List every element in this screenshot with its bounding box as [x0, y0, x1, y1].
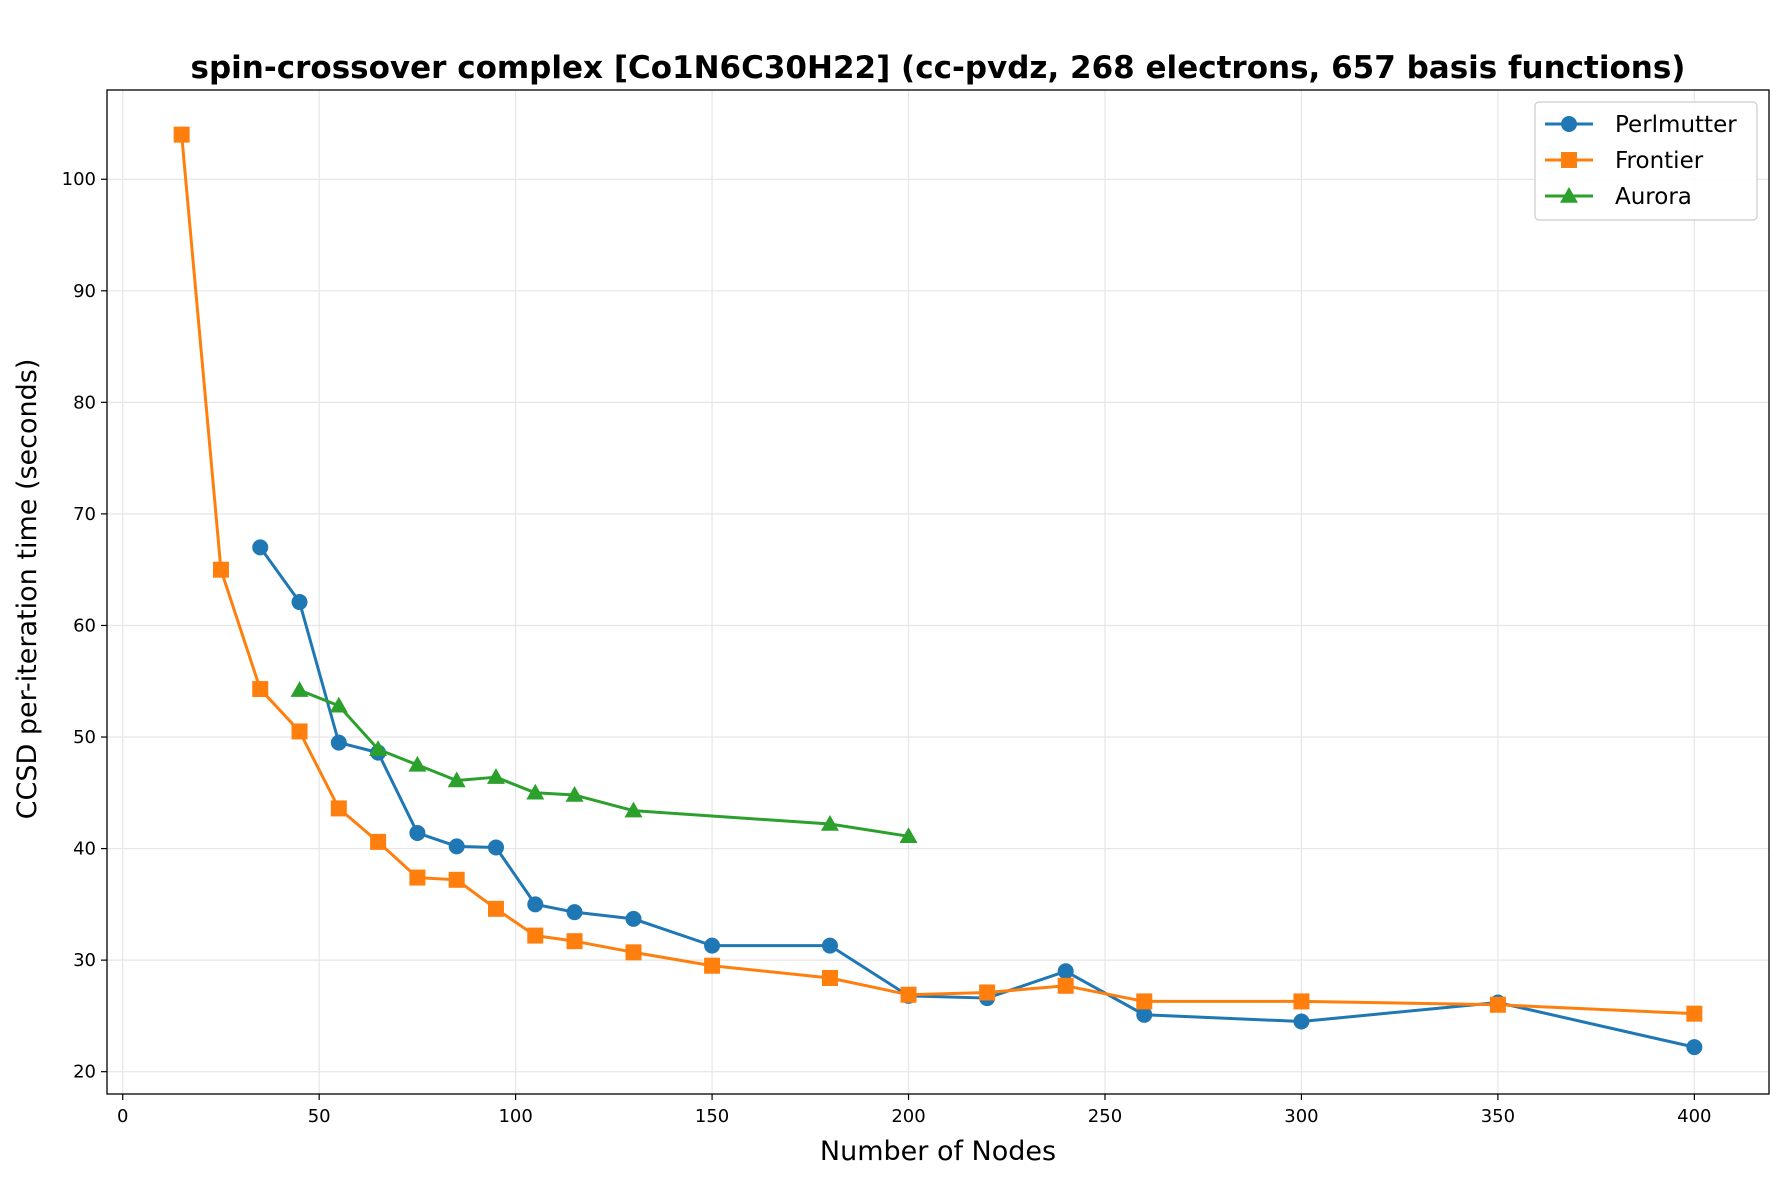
x-tick-label: 0	[117, 1106, 128, 1127]
data-point-frontier	[900, 986, 917, 1003]
legend-label-frontier: Frontier	[1615, 148, 1704, 174]
data-point-frontier	[1489, 996, 1506, 1013]
x-tick-label: 50	[308, 1106, 331, 1127]
y-tick-label: 70	[73, 504, 96, 525]
x-tick-label: 350	[1481, 1106, 1515, 1127]
data-point-frontier	[527, 927, 544, 944]
data-point-frontier	[173, 126, 190, 143]
y-tick-label: 90	[73, 281, 96, 302]
data-point-perlmutter	[1293, 1013, 1310, 1030]
data-point-aurora	[526, 783, 545, 800]
data-point-frontier	[212, 561, 229, 578]
data-point-perlmutter	[625, 910, 642, 927]
chart-title: spin-crossover complex [Co1N6C30H22] (cc…	[191, 50, 1686, 86]
data-point-aurora	[290, 681, 309, 697]
data-point-perlmutter	[566, 904, 583, 921]
legend: Perlmutter Frontier Aurora	[1534, 101, 1758, 221]
y-tick-label: 40	[73, 839, 96, 860]
data-point-frontier	[821, 969, 838, 986]
y-axis-label: CCSD per-iteration time (seconds)	[12, 359, 43, 820]
y-tick-label: 60	[73, 615, 96, 636]
data-point-perlmutter	[704, 937, 721, 954]
data-point-aurora	[408, 755, 427, 772]
data-point-aurora	[369, 740, 388, 757]
data-point-frontier	[330, 800, 347, 817]
data-point-frontier	[487, 900, 504, 917]
data-point-perlmutter	[448, 838, 465, 855]
data-point-frontier	[448, 871, 465, 888]
legend-item-frontier: Frontier	[1545, 148, 1704, 174]
data-point-aurora	[329, 696, 348, 713]
y-tick-label: 100	[62, 169, 96, 190]
x-axis-ticks: 0 50 100 150 200 250 300 350 400	[117, 1094, 1712, 1127]
plot-frame	[106, 89, 1770, 1095]
data-point-frontier	[1136, 993, 1153, 1010]
y-axis-ticks: 20 30 40 50 60 70 80 90 100	[62, 169, 107, 1083]
data-point-perlmutter	[291, 594, 308, 611]
y-tick-label: 80	[73, 392, 96, 413]
data-point-aurora	[820, 815, 839, 831]
legend-item-aurora: Aurora	[1545, 184, 1692, 210]
data-point-perlmutter	[1686, 1039, 1703, 1056]
data-point-perlmutter	[330, 734, 347, 751]
data-point-frontier	[252, 681, 269, 698]
data-point-perlmutter	[1057, 963, 1074, 980]
data-point-frontier	[704, 957, 721, 974]
legend-marker-aurora	[1560, 187, 1578, 203]
data-point-frontier	[409, 869, 426, 886]
data-point-aurora	[899, 827, 918, 844]
legend-marker-perlmutter	[1561, 116, 1577, 132]
x-tick-label: 250	[1088, 1106, 1122, 1127]
series-layer	[173, 126, 1703, 1056]
data-point-perlmutter	[527, 896, 544, 913]
data-point-frontier	[1293, 993, 1310, 1010]
data-point-perlmutter	[821, 937, 838, 954]
data-point-frontier	[566, 933, 583, 950]
series-frontier	[173, 126, 1703, 1022]
data-point-frontier	[370, 833, 387, 850]
data-point-frontier	[979, 984, 996, 1001]
x-tick-label: 200	[891, 1106, 925, 1127]
data-point-perlmutter	[487, 839, 504, 856]
data-point-perlmutter	[409, 824, 426, 841]
y-tick-label: 50	[73, 727, 96, 748]
legend-box	[1534, 101, 1758, 221]
data-point-frontier	[625, 944, 642, 961]
x-tick-label: 400	[1677, 1106, 1711, 1127]
x-axis-label: Number of Nodes	[820, 1136, 1056, 1167]
data-point-perlmutter	[1136, 1006, 1153, 1023]
data-point-aurora	[624, 801, 643, 818]
legend-label-aurora: Aurora	[1615, 184, 1692, 210]
y-tick-label: 20	[73, 1062, 96, 1083]
x-tick-label: 300	[1284, 1106, 1318, 1127]
x-tick-label: 100	[498, 1106, 532, 1127]
data-point-frontier	[291, 723, 308, 740]
legend-item-perlmutter: Perlmutter	[1545, 112, 1737, 138]
data-point-frontier	[1686, 1005, 1703, 1022]
x-tick-label: 150	[695, 1106, 729, 1127]
data-point-aurora	[565, 786, 584, 802]
legend-marker-frontier	[1561, 152, 1577, 168]
series-aurora	[290, 681, 918, 844]
data-point-frontier	[1057, 977, 1074, 994]
y-tick-label: 30	[73, 950, 96, 971]
legend-label-perlmutter: Perlmutter	[1615, 112, 1737, 138]
data-point-aurora	[486, 768, 505, 784]
data-point-aurora	[447, 771, 466, 788]
data-point-perlmutter	[252, 539, 269, 556]
